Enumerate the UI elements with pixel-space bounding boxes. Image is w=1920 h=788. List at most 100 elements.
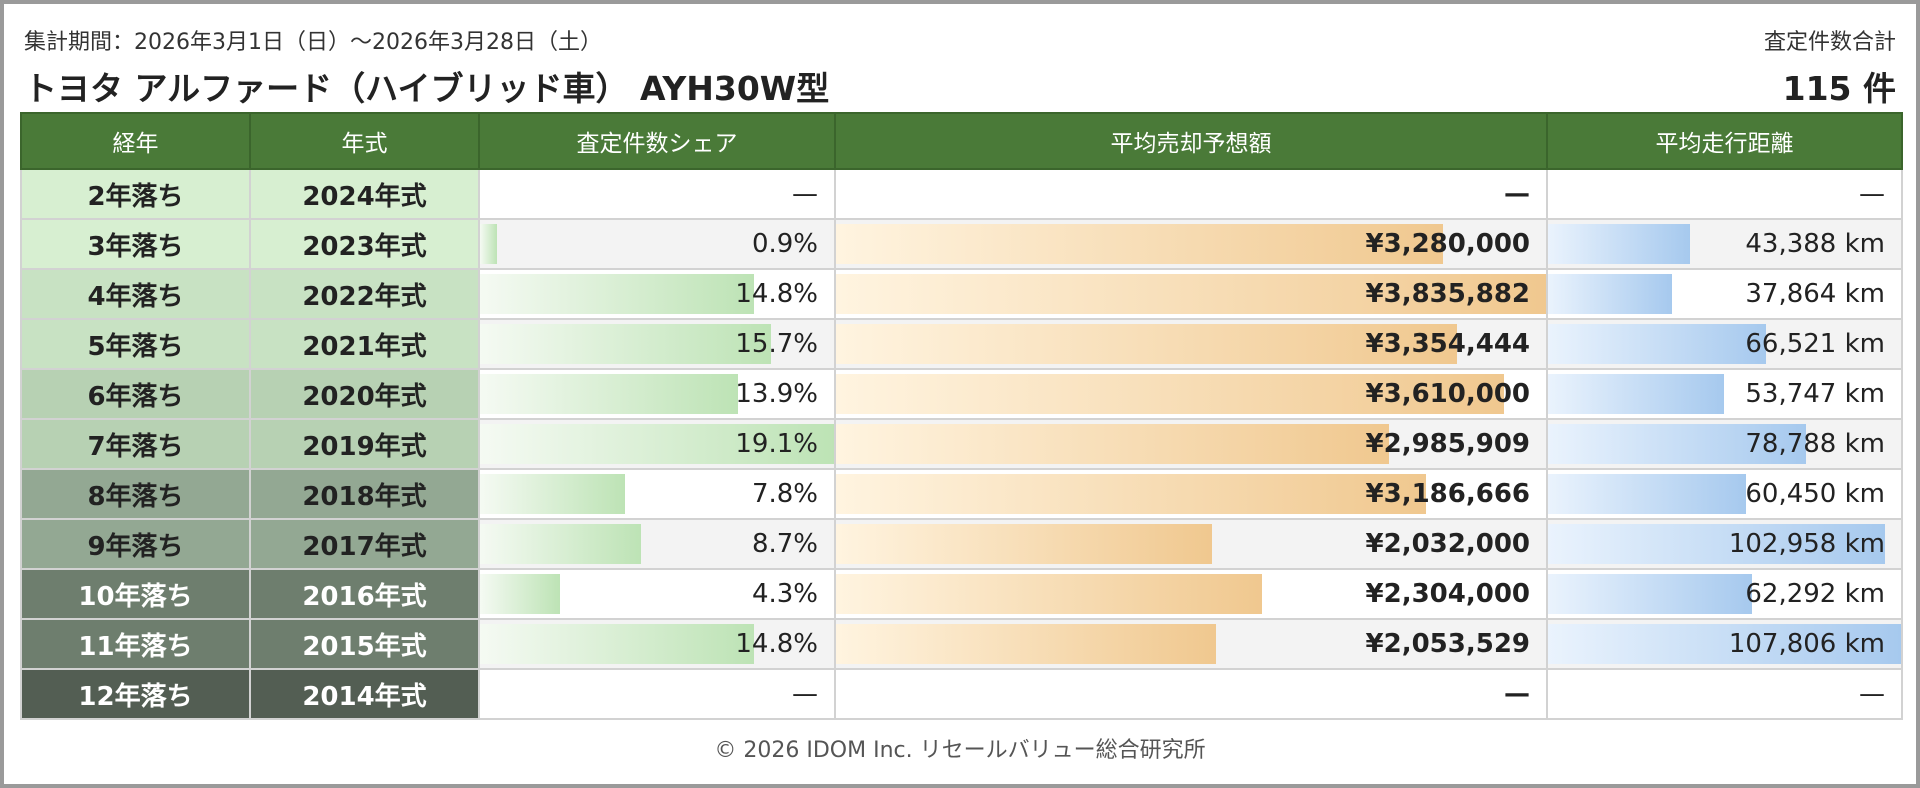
table-row: 2年落ち 2024年式 — — — <box>20 168 1903 220</box>
share-value: 7.8% <box>751 479 818 509</box>
age-cell: 3年落ち <box>20 218 251 270</box>
age-cell: 9年落ち <box>20 518 251 570</box>
table-row: 12年落ち 2014年式 — — — <box>20 668 1903 720</box>
resale-table: 経年 年式 査定件数シェア 平均売却予想額 平均走行距離 2年落ち 2024年式 —… <box>20 112 1903 720</box>
price-cell: ¥3,280,000 <box>834 218 1548 270</box>
dist-value: 107,806 km <box>1728 629 1885 659</box>
price-cell: — <box>834 668 1548 720</box>
dist-value: — <box>1859 179 1885 209</box>
column-header-share: 査定件数シェア <box>478 112 836 170</box>
dist-bar <box>1548 474 1746 514</box>
share-value: 0.9% <box>751 229 818 259</box>
share-bar <box>480 324 771 364</box>
share-bar <box>480 224 497 264</box>
dist-bar <box>1548 274 1672 314</box>
table-row: 9年落ち 2017年式 8.7% ¥2,032,000 102,958 km <box>20 518 1903 570</box>
column-header-price: 平均売却予想額 <box>834 112 1548 170</box>
age-cell: 8年落ち <box>20 468 251 520</box>
share-cell: 13.9% <box>478 368 836 420</box>
model-year-cell: 2023年式 <box>249 218 480 270</box>
period-label: 集計期間：2026年3月1日（日）～2026年3月28日（土） <box>24 30 602 55</box>
price-bar <box>836 624 1217 664</box>
distance-cell: 78,788 km <box>1546 418 1903 470</box>
price-bar <box>836 424 1389 464</box>
dist-bar <box>1548 424 1806 464</box>
model-year-cell: 2020年式 <box>249 368 480 420</box>
distance-cell: — <box>1546 668 1903 720</box>
share-value: 14.8% <box>735 279 818 309</box>
table-header-row: 経年 年式 査定件数シェア 平均売却予想額 平均走行距離 <box>20 112 1903 170</box>
dist-bar <box>1548 624 1901 664</box>
dist-value: 43,388 km <box>1745 229 1885 259</box>
share-cell: — <box>478 668 836 720</box>
table-row: 4年落ち 2022年式 14.8% ¥3,835,882 37,864 km <box>20 268 1903 320</box>
dist-value: 60,450 km <box>1745 479 1885 509</box>
price-bar <box>836 524 1213 564</box>
distance-cell: 53,747 km <box>1546 368 1903 420</box>
price-bar <box>836 474 1426 514</box>
distance-cell: 37,864 km <box>1546 268 1903 320</box>
table-row: 8年落ち 2018年式 7.8% ¥3,186,666 60,450 km <box>20 468 1903 520</box>
distance-cell: 107,806 km <box>1546 618 1903 670</box>
price-value: — <box>1504 179 1530 209</box>
price-bar <box>836 224 1444 264</box>
table-row: 7年落ち 2019年式 19.1% ¥2,985,909 78,788 km <box>20 418 1903 470</box>
price-value: ¥3,835,882 <box>1365 279 1530 309</box>
price-value: ¥3,186,666 <box>1365 479 1530 509</box>
share-cell: 0.9% <box>478 218 836 270</box>
price-cell: — <box>834 168 1548 220</box>
price-cell: ¥2,032,000 <box>834 518 1548 570</box>
price-value: ¥2,053,529 <box>1365 629 1530 659</box>
share-value: 13.9% <box>735 379 818 409</box>
share-value: — <box>792 179 818 209</box>
table-row: 10年落ち 2016年式 4.3% ¥2,304,000 62,292 km <box>20 568 1903 620</box>
model-year-cell: 2022年式 <box>249 268 480 320</box>
share-bar <box>480 274 755 314</box>
dist-value: 62,292 km <box>1745 579 1885 609</box>
price-value: ¥3,610,000 <box>1365 379 1530 409</box>
model-year-cell: 2014年式 <box>249 668 480 720</box>
age-cell: 11年落ち <box>20 618 251 670</box>
dist-bar <box>1548 374 1724 414</box>
total-count-label: 査定件数合計 <box>1763 30 1896 55</box>
age-cell: 12年落ち <box>20 668 251 720</box>
price-bar <box>836 324 1457 364</box>
age-cell: 2年落ち <box>20 168 251 220</box>
distance-cell: 66,521 km <box>1546 318 1903 370</box>
dist-value: — <box>1859 679 1885 709</box>
share-cell: 14.8% <box>478 618 836 670</box>
share-bar <box>480 424 834 464</box>
share-cell: — <box>478 168 836 220</box>
price-cell: ¥2,304,000 <box>834 568 1548 620</box>
distance-cell: 62,292 km <box>1546 568 1903 620</box>
share-cell: 14.8% <box>478 268 836 320</box>
model-year-cell: 2024年式 <box>249 168 480 220</box>
share-bar <box>480 524 642 564</box>
dist-bar <box>1548 224 1691 264</box>
share-cell: 4.3% <box>478 568 836 620</box>
model-year-cell: 2019年式 <box>249 418 480 470</box>
share-cell: 15.7% <box>478 318 836 370</box>
age-cell: 10年落ち <box>20 568 251 620</box>
share-value: — <box>792 679 818 709</box>
model-year-cell: 2018年式 <box>249 468 480 520</box>
price-bar <box>836 274 1546 314</box>
column-header-age: 経年 <box>20 112 251 170</box>
column-header-distance: 平均走行距離 <box>1546 112 1903 170</box>
model-year-cell: 2016年式 <box>249 568 480 620</box>
price-cell: ¥2,053,529 <box>834 618 1548 670</box>
report-header: 集計期間：2026年3月1日（日）～2026年3月28日（土） トヨタ アルファ… <box>20 18 1900 108</box>
share-value: 15.7% <box>735 329 818 359</box>
share-value: 4.3% <box>751 579 818 609</box>
price-value: ¥3,280,000 <box>1365 229 1530 259</box>
copyright-footer: © 2026 IDOM Inc. リセールバリュー総合研究所 <box>714 738 1206 763</box>
share-value: 14.8% <box>735 629 818 659</box>
price-bar <box>836 374 1505 414</box>
share-value: 19.1% <box>735 429 818 459</box>
dist-value: 37,864 km <box>1745 279 1885 309</box>
model-year-cell: 2021年式 <box>249 318 480 370</box>
model-year-cell: 2015年式 <box>249 618 480 670</box>
column-header-year: 年式 <box>249 112 480 170</box>
price-cell: ¥3,186,666 <box>834 468 1548 520</box>
model-year-cell: 2017年式 <box>249 518 480 570</box>
